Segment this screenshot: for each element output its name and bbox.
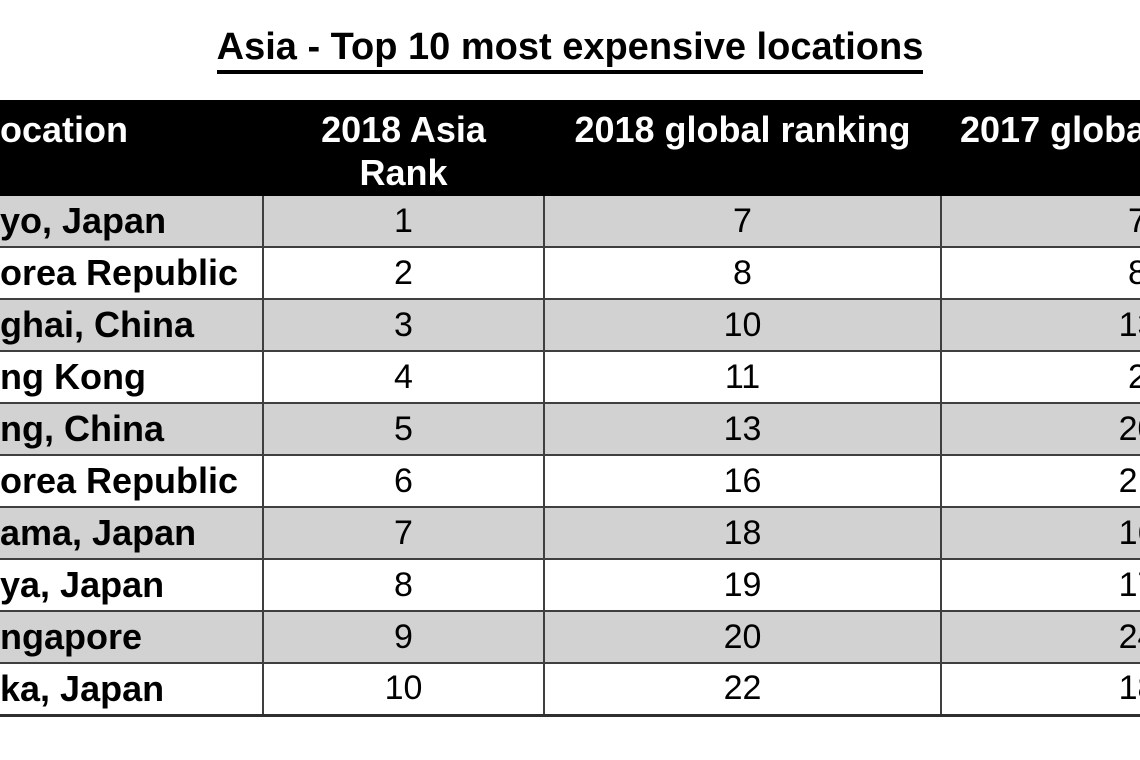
page-title: Asia - Top 10 most expensive locations — [216, 26, 924, 74]
rankings-table: ocation 2018 Asia Rank 2018 global ranki… — [0, 100, 1140, 717]
column-header-2018-global-ranking: 2018 global ranking — [543, 100, 942, 196]
header-row: ocation 2018 Asia Rank 2018 global ranki… — [0, 100, 1140, 196]
global-2018-cell: 7 — [543, 194, 942, 248]
global-2017-cell: 18 — [940, 662, 1140, 717]
asia-rank-cell: 5 — [262, 402, 545, 456]
table-row: yo, Japan 1 7 7 — [0, 194, 1140, 248]
asia-rank-cell: 4 — [262, 350, 545, 404]
table-row: ng Kong 4 11 2 — [0, 350, 1140, 404]
table-row: ng, China 5 13 20 — [0, 402, 1140, 456]
table-row: ya, Japan 8 19 17 — [0, 558, 1140, 612]
global-2017-cell: 8 — [940, 246, 1140, 300]
location-cell: ama, Japan — [0, 506, 264, 560]
global-2017-cell: 16 — [940, 506, 1140, 560]
asia-rank-cell: 3 — [262, 298, 545, 352]
location-cell: ng Kong — [0, 350, 264, 404]
global-2018-cell: 22 — [543, 662, 942, 717]
title-container: Asia - Top 10 most expensive locations — [0, 26, 1140, 74]
location-cell: ng, China — [0, 402, 264, 456]
global-2017-cell: 21 — [940, 454, 1140, 508]
location-cell: ka, Japan — [0, 662, 264, 717]
asia-rank-cell: 1 — [262, 194, 545, 248]
global-2018-cell: 8 — [543, 246, 942, 300]
global-2017-cell: 7 — [940, 194, 1140, 248]
location-cell: orea Republic — [0, 246, 264, 300]
global-2018-cell: 20 — [543, 610, 942, 664]
location-cell: orea Republic — [0, 454, 264, 508]
asia-rank-cell: 8 — [262, 558, 545, 612]
location-cell: ghai, China — [0, 298, 264, 352]
global-2017-cell: 17 — [940, 558, 1140, 612]
asia-rank-cell: 9 — [262, 610, 545, 664]
location-cell: ngapore — [0, 610, 264, 664]
table-row: orea Republic 2 8 8 — [0, 246, 1140, 300]
asia-rank-cell: 10 — [262, 662, 545, 717]
column-header-2017-global-ranking: 2017 globa — [940, 100, 1140, 196]
asia-rank-cell: 6 — [262, 454, 545, 508]
asia-rank-cell: 7 — [262, 506, 545, 560]
column-header-2018-asia-rank: 2018 Asia Rank — [262, 100, 545, 196]
global-2018-cell: 13 — [543, 402, 942, 456]
global-2017-cell: 20 — [940, 402, 1140, 456]
table-row: ama, Japan 7 18 16 — [0, 506, 1140, 560]
table-row: orea Republic 6 16 21 — [0, 454, 1140, 508]
global-2017-cell: 24 — [940, 610, 1140, 664]
global-2017-cell: 2 — [940, 350, 1140, 404]
global-2018-cell: 16 — [543, 454, 942, 508]
location-cell: yo, Japan — [0, 194, 264, 248]
global-2018-cell: 19 — [543, 558, 942, 612]
asia-rank-cell: 2 — [262, 246, 545, 300]
global-2018-cell: 10 — [543, 298, 942, 352]
global-2018-cell: 18 — [543, 506, 942, 560]
column-header-location: ocation — [0, 100, 264, 196]
table-header: ocation 2018 Asia Rank 2018 global ranki… — [0, 100, 1140, 196]
global-2018-cell: 11 — [543, 350, 942, 404]
table-row: ka, Japan 10 22 18 — [0, 662, 1140, 717]
global-2017-cell: 13 — [940, 298, 1140, 352]
table-row: ngapore 9 20 24 — [0, 610, 1140, 664]
table-row: ghai, China 3 10 13 — [0, 298, 1140, 352]
table-body: yo, Japan 1 7 7 orea Republic 2 8 8 ghai… — [0, 194, 1140, 717]
location-cell: ya, Japan — [0, 558, 264, 612]
